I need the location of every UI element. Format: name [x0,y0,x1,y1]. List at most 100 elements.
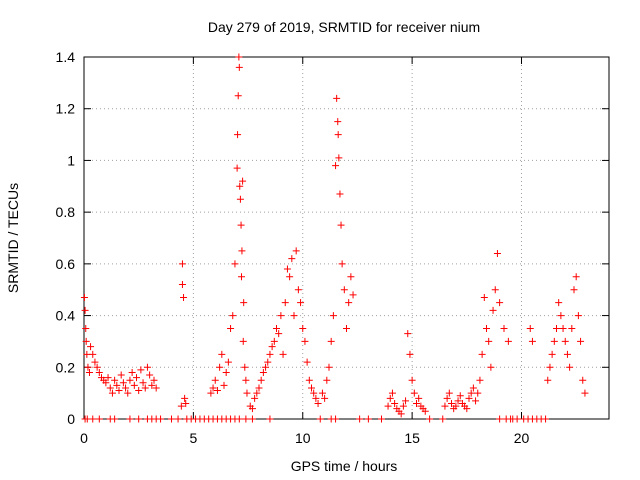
data-point [281,299,289,307]
data-point [209,384,217,392]
data-point [384,402,392,410]
data-point [236,195,244,203]
data-point [566,363,574,371]
data-point [561,337,569,345]
zero-data-point [248,415,256,423]
data-point [213,387,221,395]
data-point [474,389,482,397]
data-point [152,384,160,392]
data-point [82,337,90,345]
data-point [80,293,88,301]
data-point [333,94,341,102]
data-point [128,368,136,376]
data-point [303,358,311,366]
x-tick-label: 15 [404,430,420,446]
zero-data-point [135,415,143,423]
data-point [238,273,245,281]
data-point [119,379,127,387]
data-point [243,389,251,397]
data-point [236,182,244,190]
data-point [579,376,587,384]
zero-data-point [439,415,447,423]
data-point [448,399,455,407]
data-point [257,376,265,384]
data-point [113,381,121,389]
data-point [239,177,247,185]
data-point [235,63,243,71]
data-point [288,255,296,263]
x-tick-label: 0 [80,430,88,446]
data-point [135,387,143,395]
data-point [262,363,270,371]
data-point [234,92,242,100]
data-point [81,306,89,314]
data-point [270,337,278,345]
data-point [452,402,460,410]
data-point [294,286,302,294]
zero-data-point [89,415,97,423]
data-point [106,384,114,392]
data-point [241,363,249,371]
data-point [485,337,493,345]
data-point [581,389,589,397]
data-point [469,384,477,392]
data-point [415,394,423,402]
data-point [216,363,224,371]
data-point [476,376,484,384]
y-tick-label: 0.2 [56,359,76,375]
data-point [528,337,536,345]
data-point [102,379,110,387]
data-point [544,376,552,384]
data-point [238,247,246,255]
data-point [224,358,232,366]
data-point [290,312,298,320]
data-point [237,221,245,229]
data-point [336,190,344,198]
data-point [496,299,504,307]
data-point [347,273,355,281]
zero-data-point [95,415,103,423]
data-point [137,366,145,374]
data-point [504,337,512,345]
y-tick-label: 0.6 [56,256,76,272]
data-point [391,399,399,407]
data-point [229,312,237,320]
data-point [292,247,300,255]
data-point [111,376,119,384]
data-point [472,397,480,405]
zero-data-point [174,415,182,423]
zero-data-point [316,415,324,423]
x-tick-label: 20 [514,430,530,446]
data-point [526,325,534,332]
data-point [117,371,125,379]
data-point [89,350,97,358]
data-point [148,381,156,389]
data-point [574,312,582,320]
zero-data-point [356,415,364,423]
data-point [491,286,499,294]
data-point [441,402,449,410]
data-point [299,325,307,332]
zero-data-point [126,415,134,423]
y-tick-label: 1 [67,152,75,168]
data-point [211,376,219,384]
data-point [487,363,495,371]
data-point [399,402,407,410]
data-point [181,394,189,402]
zero-data-point [496,415,504,423]
data-point [255,384,263,392]
data-point [553,325,560,332]
data-point [483,325,490,332]
data-point [570,286,578,294]
data-point [126,376,134,384]
data-point [182,399,190,407]
data-point [337,221,345,229]
data-point [83,350,91,358]
data-point [207,389,215,397]
data-point [467,389,475,397]
data-point [500,325,508,332]
data-point [115,387,123,395]
data-point [349,291,357,299]
data-point [478,350,486,358]
